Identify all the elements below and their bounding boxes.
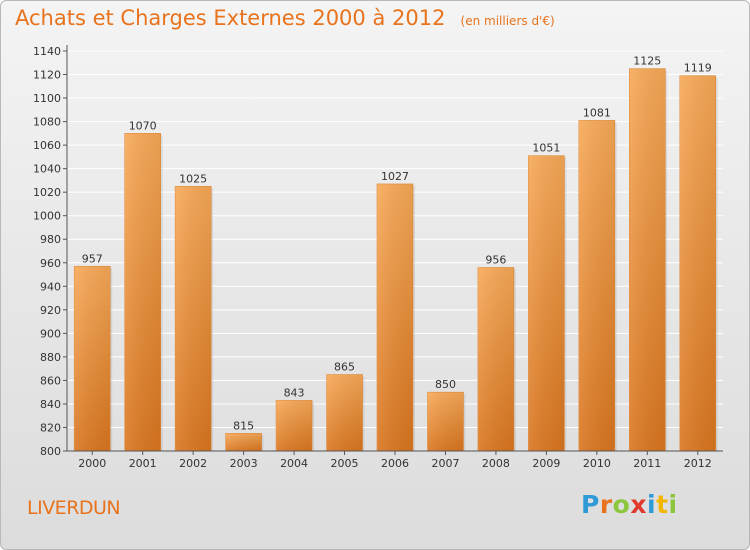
x-tick-label: 2004 [280, 457, 308, 470]
y-tick-label: 860 [40, 374, 61, 387]
commune-name: LIVERDUN [27, 497, 121, 519]
x-tick-label: 2007 [431, 457, 459, 470]
y-tick-label: 1060 [33, 139, 61, 152]
bar-highlight [629, 68, 666, 451]
bar-highlight [276, 400, 313, 451]
x-tick-label: 2011 [633, 457, 661, 470]
x-tick-label: 2000 [78, 457, 106, 470]
chart-title-block: Achats et Charges Externes 2000 à 2012 (… [15, 6, 555, 30]
y-axis-ticks: 800 820 840 860 880 900 920 940 960 980 1000 1020 10… [33, 45, 67, 458]
logo-letter: x [630, 490, 647, 519]
bar-highlight [225, 433, 262, 451]
value-label: 1070 [129, 119, 157, 132]
logo-letter: P [581, 490, 600, 519]
y-tick-label: 920 [40, 304, 61, 317]
bar-highlight [377, 183, 413, 452]
x-tick-label: 2001 [129, 457, 157, 470]
y-tick-label: 1040 [33, 163, 61, 176]
bar-highlight [477, 267, 514, 451]
x-tick-label: 2010 [583, 457, 611, 470]
value-label: 956 [485, 253, 506, 266]
bar-highlight [175, 186, 212, 451]
x-tick-label: 2003 [230, 457, 258, 470]
value-label: 865 [334, 361, 355, 374]
logo-letter: i [668, 490, 678, 519]
bars [73, 68, 718, 452]
y-tick-label: 820 [40, 421, 61, 434]
y-tick-label: 840 [40, 398, 61, 411]
x-tick-label: 2006 [381, 457, 409, 470]
value-label: 850 [435, 378, 456, 391]
logo-letter: o [612, 490, 631, 519]
proxiti-logo[interactable]: Proxiti [581, 490, 678, 519]
y-tick-label: 1140 [33, 45, 61, 58]
value-label: 843 [284, 386, 305, 399]
bar-highlight [427, 392, 464, 451]
bar-highlight [578, 120, 615, 451]
bar-highlight [528, 155, 565, 452]
value-label: 1119 [684, 62, 712, 75]
bar-highlight [679, 75, 716, 452]
value-label: 1081 [583, 106, 611, 119]
x-tick-label: 2012 [684, 457, 712, 470]
y-tick-label: 980 [40, 233, 61, 246]
y-tick-label: 940 [40, 280, 61, 293]
logo-letter: t [656, 490, 669, 519]
value-labels: 957 1070 1025 815 843 865 1027 850 956 1051 1081 11… [82, 55, 712, 433]
bar-highlight [326, 374, 363, 451]
y-tick-label: 960 [40, 257, 61, 270]
value-label: 1027 [381, 170, 409, 183]
value-label: 957 [82, 252, 103, 265]
x-tick-label: 2002 [179, 457, 207, 470]
value-label: 1051 [532, 142, 560, 155]
logo-letter: i [647, 490, 657, 519]
chart-unit: (en milliers d'€) [460, 14, 555, 28]
value-label: 1025 [179, 172, 207, 185]
value-label: 815 [233, 419, 254, 432]
x-axis-ticks: 2000 2001 2002 2003 2004 2005 2006 2007 2008 2009… [78, 451, 712, 470]
axes [66, 45, 723, 452]
y-tick-label: 880 [40, 351, 61, 364]
x-tick-label: 2008 [482, 457, 510, 470]
x-tick-label: 2005 [331, 457, 359, 470]
y-tick-label: 1080 [33, 116, 61, 129]
y-tick-label: 1120 [33, 69, 61, 82]
y-tick-label: 800 [40, 445, 61, 458]
chart-title: Achats et Charges Externes 2000 à 2012 [15, 6, 446, 30]
y-tick-label: 1000 [33, 210, 61, 223]
bar-highlight [74, 266, 111, 451]
y-tick-label: 900 [40, 327, 61, 340]
y-tick-label: 1020 [33, 186, 61, 199]
x-tick-label: 2009 [532, 457, 560, 470]
y-tick-label: 1100 [33, 92, 61, 105]
value-label: 1125 [633, 55, 661, 68]
logo-letter: r [599, 490, 613, 519]
bar-highlight [124, 133, 161, 451]
